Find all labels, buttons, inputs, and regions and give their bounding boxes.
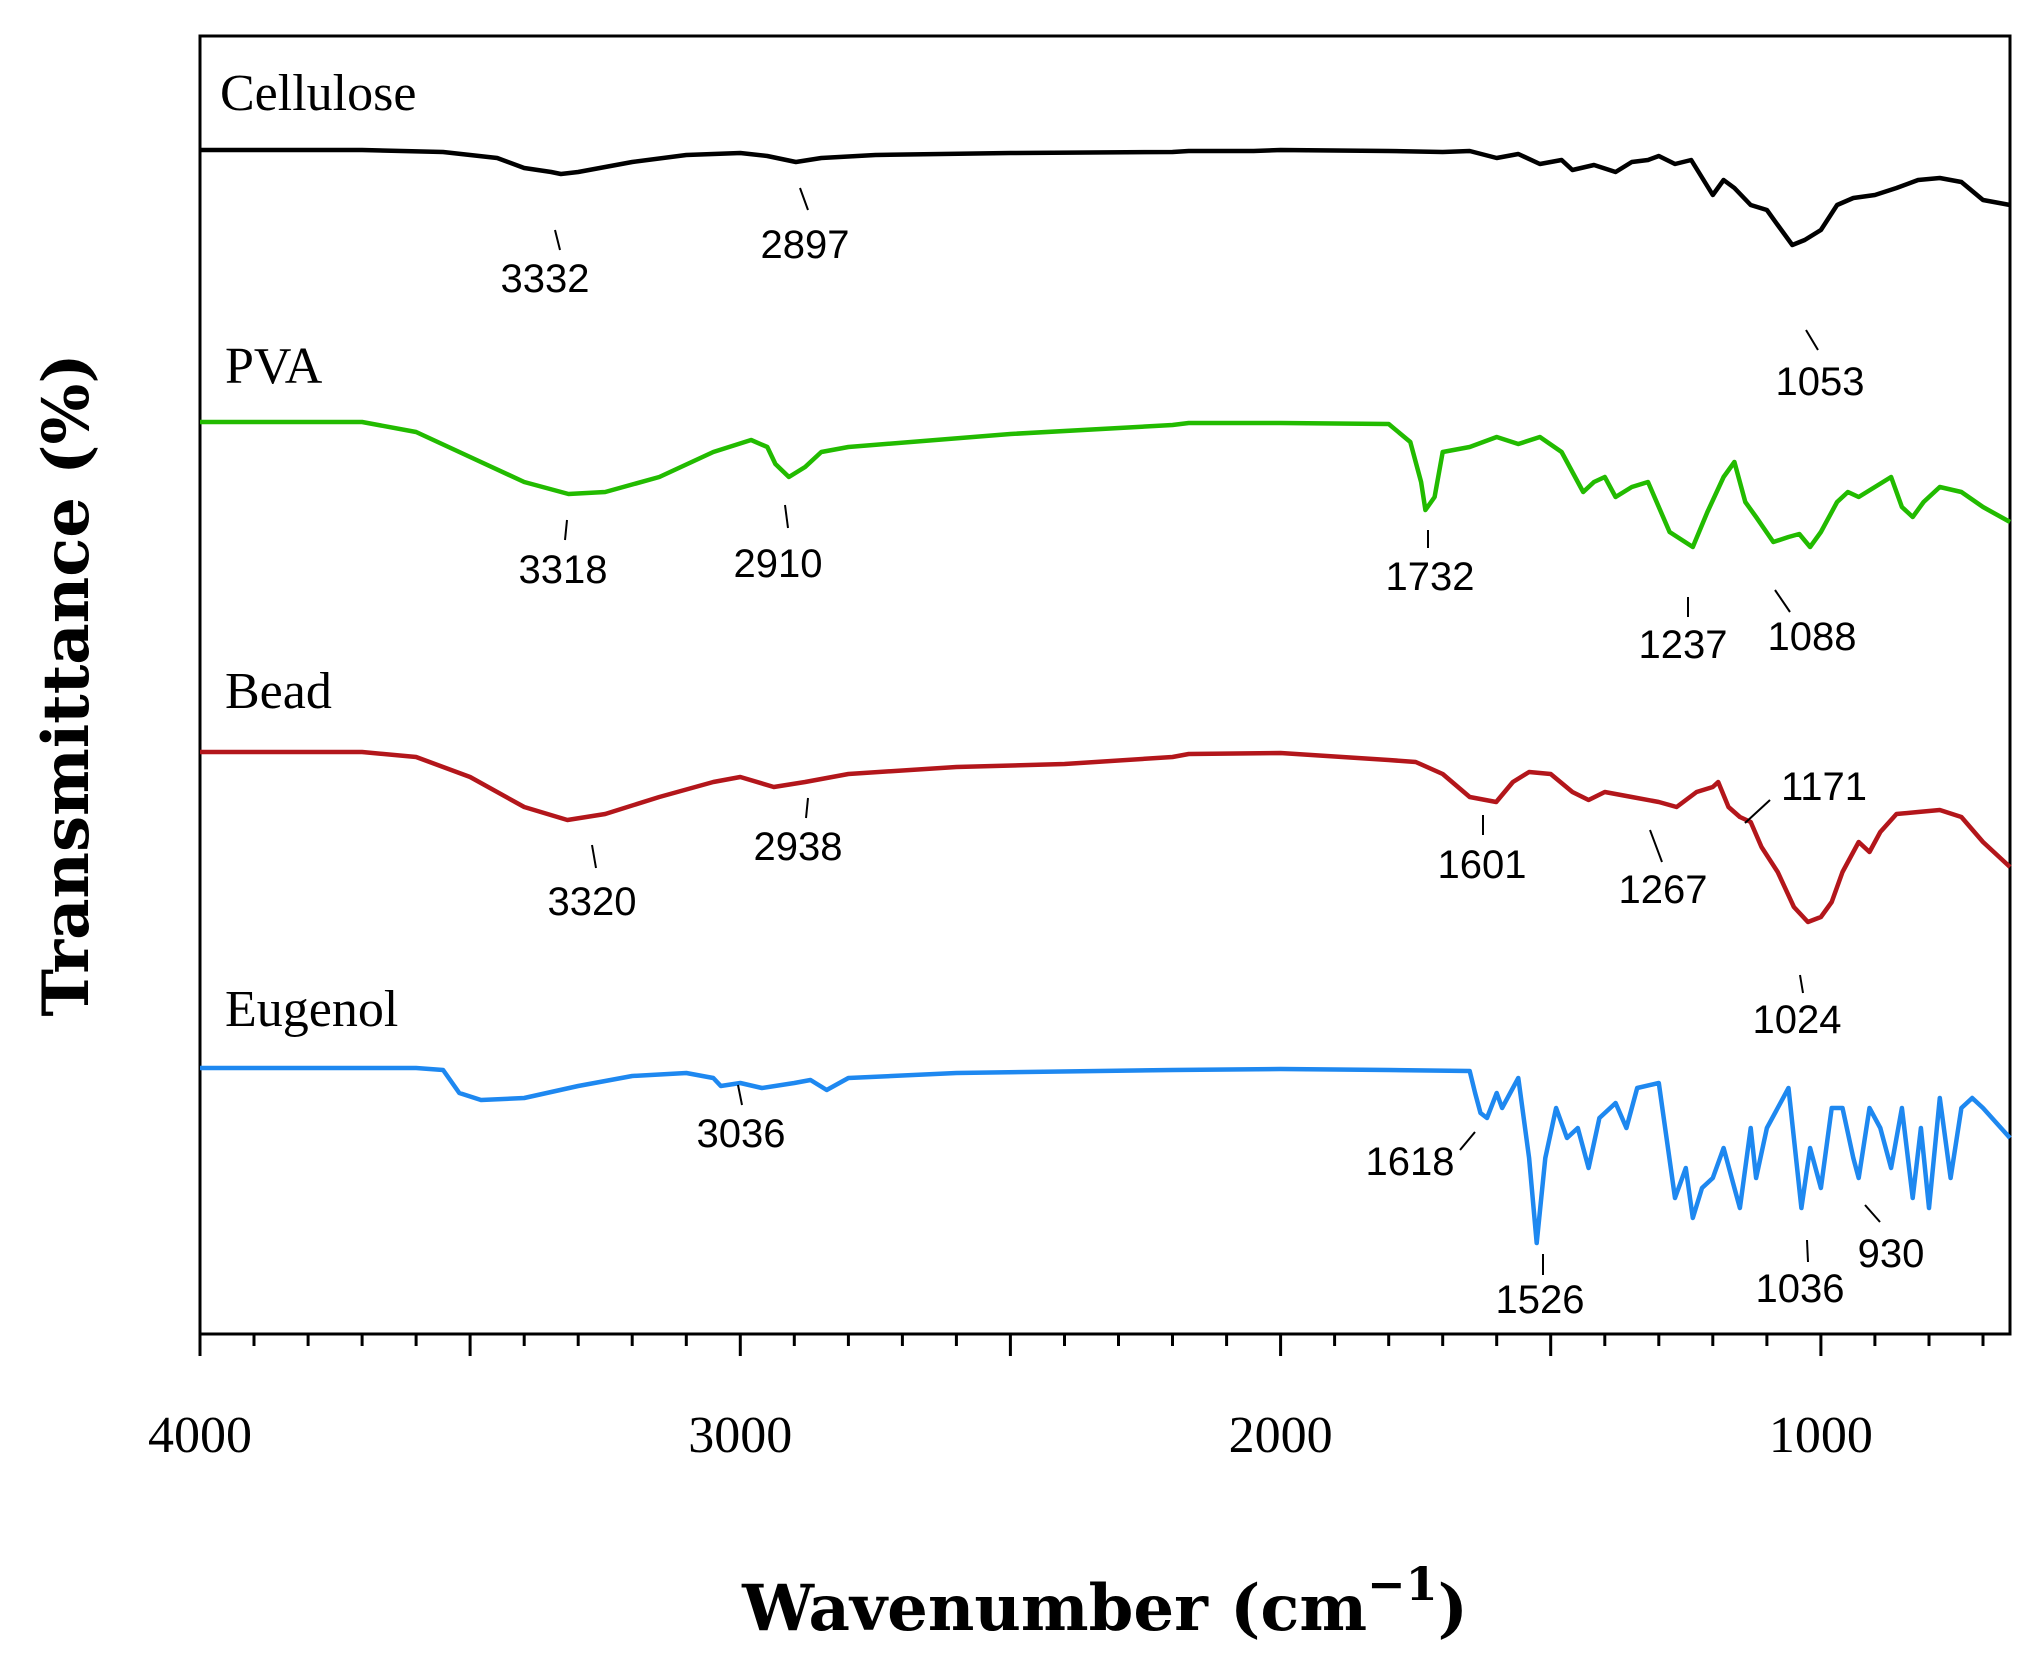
series-label-eugenol: Eugenol — [225, 981, 398, 1038]
peak-label-3320: 3320 — [548, 880, 637, 924]
peak-label-1171: 1171 — [1781, 765, 1867, 809]
series-layer — [200, 147, 2012, 1246]
peak-annotations: 3332 2897 1053 3318 2910 1732 1237 1088 3320 2938… — [501, 187, 1925, 1322]
peak-leader-2910 — [784, 504, 789, 529]
peak-label-1601: 1601 — [1438, 843, 1527, 887]
x-tick-label-4000: 4000 — [148, 1407, 252, 1464]
x-tick-label-3000: 3000 — [688, 1407, 792, 1464]
peak-leader-3332 — [554, 229, 561, 251]
peak-label-1618: 1618 — [1366, 1140, 1455, 1184]
peak-leader-1267 — [1649, 829, 1663, 863]
peak-leader-1053 — [1805, 329, 1819, 351]
series-label-cellulose: Cellulose — [220, 65, 416, 122]
peak-label-2897: 2897 — [761, 223, 850, 267]
peak-label-1237: 1237 — [1639, 623, 1728, 667]
peak-label-3036: 3036 — [697, 1112, 786, 1156]
x-tick-label-2000: 2000 — [1229, 1407, 1333, 1464]
x-axis-label-main: Wavenumber (cm — [741, 1571, 1367, 1646]
peak-label-2938: 2938 — [754, 825, 843, 869]
peak-leader-3318 — [564, 519, 568, 541]
peak-leader-1088 — [1774, 589, 1791, 613]
peak-leader-2938 — [805, 797, 809, 819]
peak-label-3318: 3318 — [519, 548, 608, 592]
peak-label-1732: 1732 — [1386, 555, 1475, 599]
series-label-bead: Bead — [225, 663, 332, 720]
peak-leader-1036 — [1806, 1239, 1809, 1263]
x-axis-label: Wavenumber (cm−1) — [741, 1557, 1468, 1646]
peak-label-3332: 3332 — [501, 257, 590, 301]
peak-leader-3036 — [737, 1084, 743, 1106]
peak-leader-1171 — [1744, 799, 1771, 824]
peak-label-930: 930 — [1858, 1232, 1925, 1276]
peak-label-1024: 1024 — [1753, 998, 1842, 1042]
peak-label-1267: 1267 — [1619, 868, 1708, 912]
peak-leader-1024 — [1799, 974, 1804, 994]
peak-leader-930 — [1864, 1204, 1881, 1223]
series-line-cellulose — [200, 147, 2011, 248]
x-axis-label-superscript: −1 — [1367, 1557, 1438, 1611]
series-label-pva: PVA — [225, 338, 323, 395]
peak-leader-3320 — [591, 844, 597, 869]
peak-label-1036: 1036 — [1756, 1267, 1845, 1311]
plot-frame — [198, 34, 2012, 1336]
peak-leader-1618 — [1459, 1131, 1476, 1151]
peak-label-1088: 1088 — [1768, 615, 1857, 659]
peak-label-1526: 1526 — [1496, 1278, 1585, 1322]
y-axis-label: Transmittance (%) — [29, 353, 104, 1016]
series-line-pva — [200, 419, 2012, 550]
x-axis-label-close: ) — [1438, 1571, 1468, 1646]
series-line-eugenol — [200, 1065, 2012, 1246]
series-line-bead — [200, 749, 2012, 925]
x-axis: 4000 3000 2000 1000 — [148, 1334, 1985, 1464]
x-tick-label-1000: 1000 — [1769, 1407, 1873, 1464]
peak-label-2910: 2910 — [734, 542, 823, 586]
peak-leader-2897 — [799, 187, 809, 211]
peak-label-1053: 1053 — [1776, 360, 1865, 404]
